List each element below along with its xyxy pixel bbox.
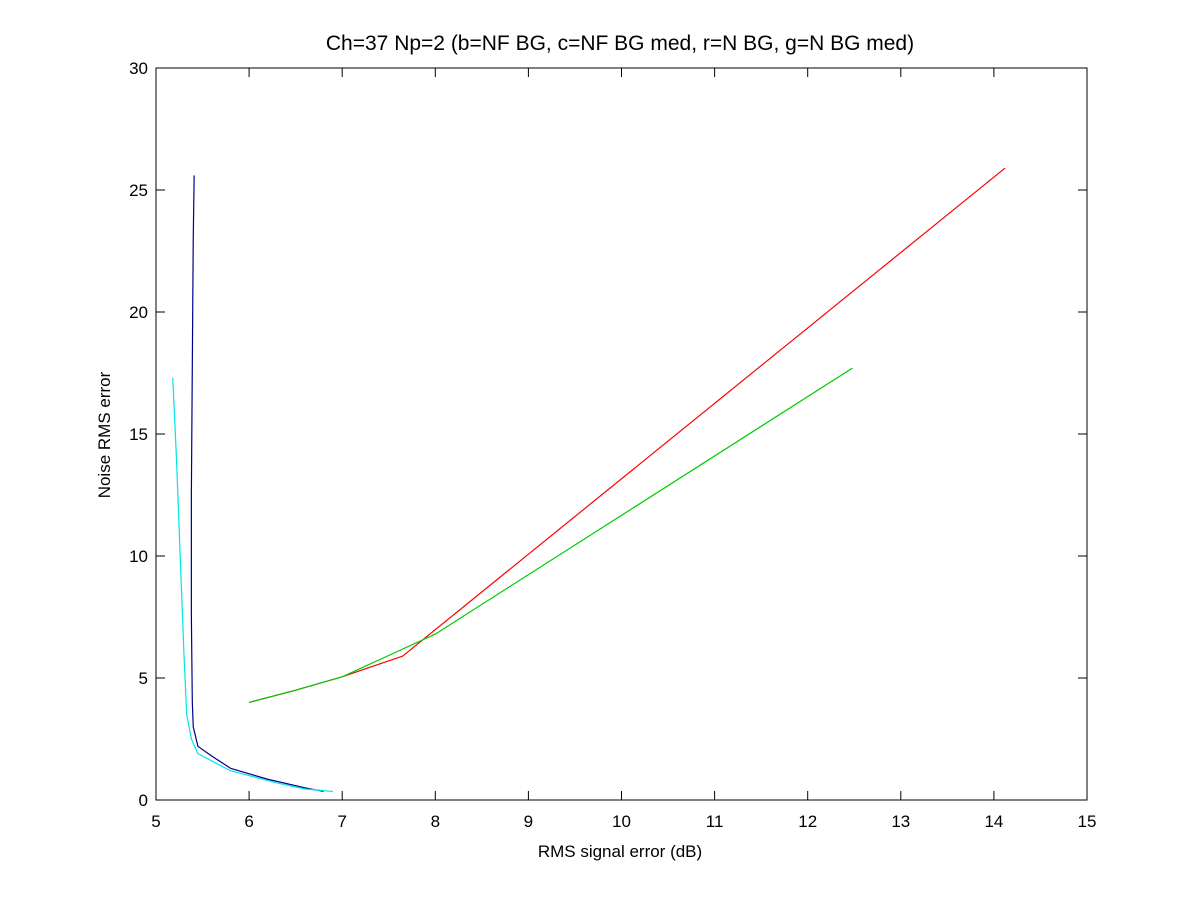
x-axis-label: RMS signal error (dB)	[538, 842, 702, 861]
x-tick-label: 15	[1078, 812, 1097, 831]
data-series	[172, 167, 1006, 793]
x-tick-label: 12	[798, 812, 817, 831]
y-tick-label: 20	[129, 303, 148, 322]
y-tick-label: 15	[129, 425, 148, 444]
x-tick-label: 7	[337, 812, 346, 831]
series-line-2	[172, 377, 333, 793]
y-tick-label: 0	[139, 791, 148, 810]
y-axis-label: Noise RMS error	[95, 371, 114, 498]
x-tick-label: 14	[984, 812, 1003, 831]
x-tick-label: 10	[612, 812, 631, 831]
x-tick-label: 11	[706, 812, 724, 831]
y-tick-label: 10	[129, 547, 148, 566]
plot-frame	[155, 67, 1088, 801]
x-tick-label: 9	[524, 812, 533, 831]
series-line-4	[248, 367, 853, 703]
x-tick-label: 13	[891, 812, 910, 831]
series-line-1	[190, 175, 324, 793]
x-tick-label: 6	[244, 812, 253, 831]
chart-title: Ch=37 Np=2 (b=NF BG, c=NF BG med, r=N BG…	[326, 32, 914, 55]
y-tick-label: 30	[129, 59, 148, 78]
x-tick-label: 5	[151, 812, 160, 831]
y-tick-label: 25	[129, 181, 148, 200]
y-tick-label: 5	[139, 669, 148, 688]
x-tick-label: 8	[431, 812, 440, 831]
